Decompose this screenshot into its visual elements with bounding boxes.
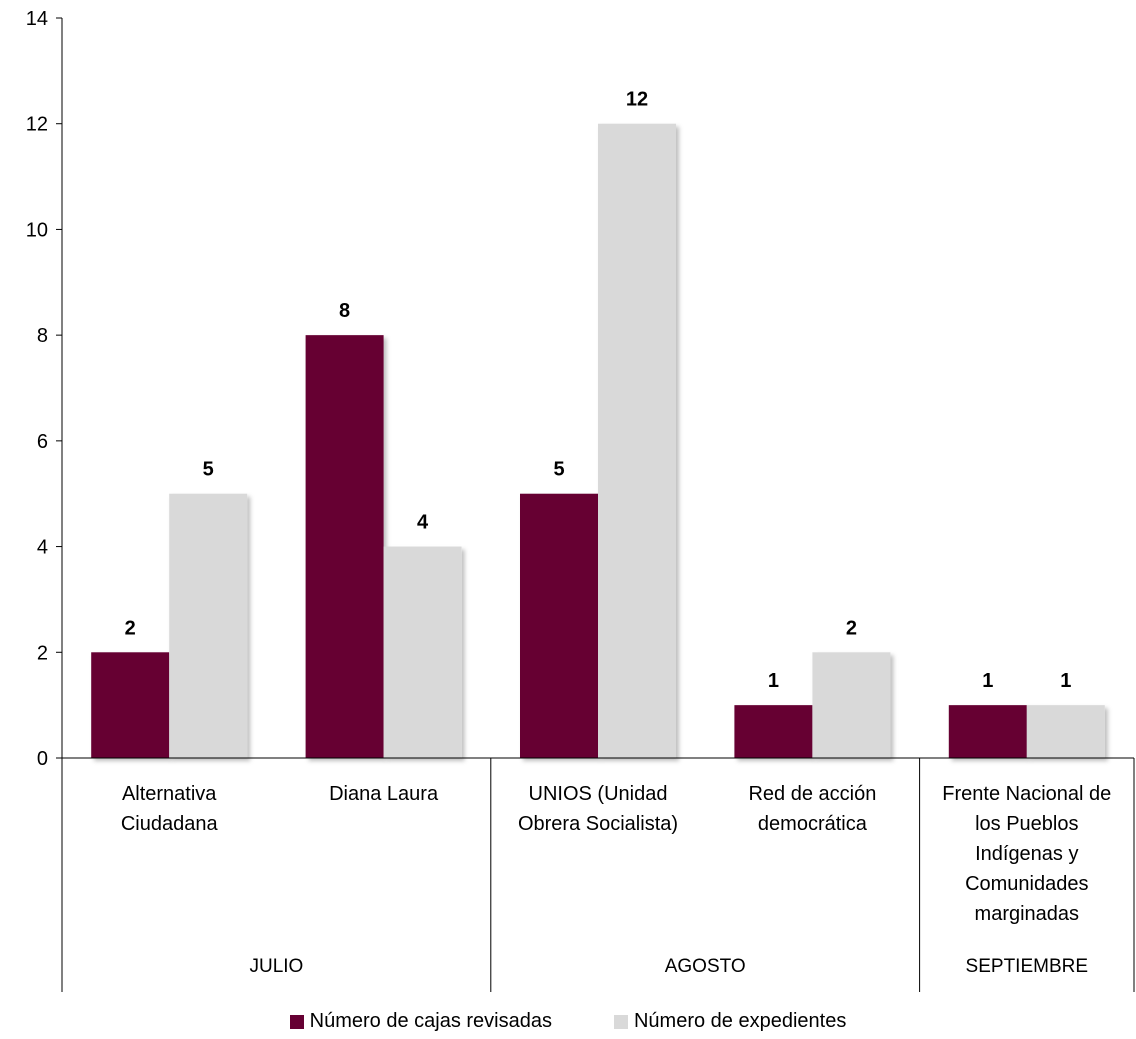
group-label: SEPTIEMBRE — [966, 956, 1088, 977]
bar — [948, 705, 1027, 758]
category-label: Comunidades — [965, 873, 1088, 895]
y-tick-label: 14 — [26, 8, 48, 30]
data-label: 1 — [982, 670, 993, 692]
category-label: Frente Nacional de — [942, 783, 1111, 805]
data-label: 4 — [417, 512, 429, 534]
y-tick-label: 0 — [37, 748, 48, 770]
bar-chart: 0 2 4 6 8 10 12 14 2 8 5 1 1 5 4 12 2 1 Alternativa Ciudada… — [26, 8, 1135, 992]
category-label: Red de acción — [748, 783, 876, 805]
y-tick-label: 10 — [26, 219, 48, 241]
bar — [169, 493, 248, 758]
y-tick-label: 2 — [37, 642, 48, 664]
data-label: 8 — [339, 300, 350, 322]
category-label: Ciudadana — [121, 813, 219, 835]
category-label: Indígenas y — [975, 843, 1078, 865]
category-label: Obrera Socialista) — [518, 813, 678, 835]
legend-swatch-cajas — [289, 1014, 304, 1029]
bar — [383, 546, 462, 758]
bar — [520, 493, 598, 758]
bar — [598, 123, 676, 758]
data-label: 5 — [553, 459, 564, 481]
category-label: Alternativa — [122, 783, 217, 805]
bar — [91, 652, 170, 758]
bar — [734, 705, 813, 758]
bar — [1026, 705, 1105, 758]
group-label: AGOSTO — [665, 956, 746, 977]
category-label: democrática — [758, 813, 868, 835]
group-label: JULIO — [249, 956, 303, 977]
data-label: 5 — [203, 459, 214, 481]
data-label: 1 — [768, 670, 779, 692]
data-label: 12 — [626, 89, 648, 111]
data-label: 2 — [846, 617, 857, 639]
bar — [812, 652, 891, 758]
y-tick-label: 6 — [37, 431, 48, 453]
legend-item-cajas: Número de cajas revisadas — [289, 1010, 552, 1033]
legend-swatch-expedientes — [613, 1014, 628, 1029]
category-label: los Pueblos — [975, 813, 1078, 835]
bar — [305, 335, 384, 758]
legend: Número de cajas revisadas Número de expe… — [0, 1010, 1136, 1033]
data-label: 1 — [1060, 670, 1071, 692]
data-label: 2 — [125, 617, 136, 639]
category-label: UNIOS (Unidad — [529, 783, 668, 805]
y-tick-label: 4 — [37, 537, 48, 559]
y-tick-label: 8 — [37, 325, 48, 347]
category-label: marginadas — [975, 903, 1080, 925]
legend-label-expedientes: Número de expedientes — [633, 1010, 847, 1032]
y-tick-label: 12 — [26, 114, 48, 136]
category-label: Diana Laura — [329, 783, 439, 805]
legend-label-cajas: Número de cajas revisadas — [309, 1010, 552, 1032]
legend-item-expedientes: Número de expedientes — [613, 1010, 847, 1033]
